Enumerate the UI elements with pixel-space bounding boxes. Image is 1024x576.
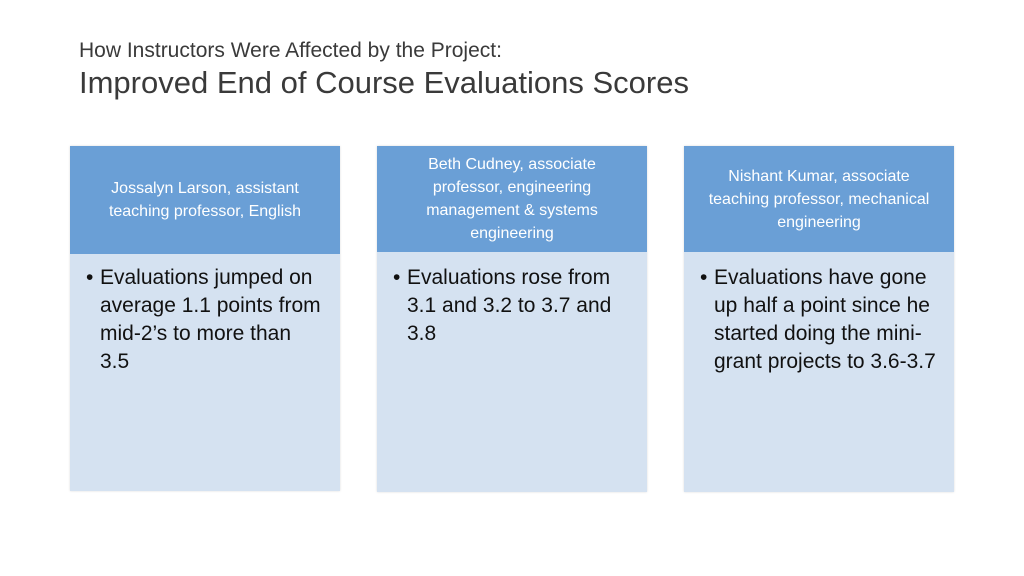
card-header: Nishant Kumar, associate teaching profes… <box>684 146 954 252</box>
card-header: Jossalyn Larson, assistant teaching prof… <box>70 146 340 254</box>
bullet-text: Evaluations rose from 3.1 and 3.2 to 3.7… <box>407 266 612 345</box>
card-header: Beth Cudney, associate professor, engine… <box>377 146 647 252</box>
slide-title: Improved End of Course Evaluations Score… <box>79 65 689 100</box>
card-kumar: Nishant Kumar, associate teaching profes… <box>684 146 954 492</box>
card-larson: Jossalyn Larson, assistant teaching prof… <box>70 146 340 491</box>
card-body: • Evaluations rose from 3.1 and 3.2 to 3… <box>377 252 647 348</box>
bullet-icon: • <box>86 266 94 289</box>
bullet-icon: • <box>700 266 708 289</box>
bullet-item: • Evaluations jumped on average 1.1 poin… <box>86 264 326 376</box>
bullet-icon: • <box>393 266 401 289</box>
card-cudney: Beth Cudney, associate professor, engine… <box>377 146 647 492</box>
card-body: • Evaluations jumped on average 1.1 poin… <box>70 254 340 376</box>
bullet-item: • Evaluations rose from 3.1 and 3.2 to 3… <box>393 264 633 348</box>
slide-subtitle: How Instructors Were Affected by the Pro… <box>79 39 502 62</box>
bullet-text: Evaluations jumped on average 1.1 points… <box>100 266 321 373</box>
bullet-text: Evaluations have gone up half a point si… <box>714 266 936 373</box>
card-body: • Evaluations have gone up half a point … <box>684 252 954 376</box>
title-block: How Instructors Were Affected by the Pro… <box>79 38 979 102</box>
bullet-item: • Evaluations have gone up half a point … <box>700 264 940 376</box>
